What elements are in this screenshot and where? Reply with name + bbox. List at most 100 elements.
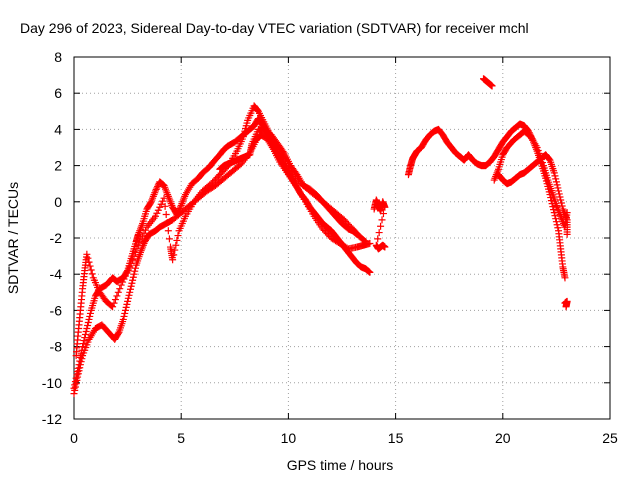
data-point [552,218,560,226]
data-point [172,241,180,249]
data-point [116,285,124,293]
data-point [124,266,132,274]
data-point [124,297,132,305]
data-point [127,259,135,267]
data-point [160,194,168,202]
data-point [119,315,127,323]
data-point [77,358,85,366]
data-point [551,172,559,180]
data-point [73,376,81,384]
data-point [129,273,137,281]
data-point [533,144,541,151]
data-point [377,222,385,230]
data-point [552,178,560,186]
data-point [535,150,543,158]
series-pass-A [70,115,374,392]
data-point [557,199,565,207]
data-point [366,268,374,276]
data-point [114,329,122,337]
data-point [151,212,159,220]
data-point [563,230,571,238]
data-point [126,263,134,271]
data-point [141,226,149,234]
data-point [119,278,127,286]
data-point [534,147,542,155]
data-point [555,187,563,195]
data-point [488,82,496,90]
data-point [126,288,134,296]
data-point [80,337,88,345]
data-point [146,199,154,207]
data-point [140,229,148,237]
data-point [85,315,93,323]
data-point [156,203,164,211]
data-point [381,203,389,211]
data-point [553,181,561,189]
data-point [76,364,84,372]
data-point [550,206,558,214]
grid-lines [74,57,610,419]
series-pass-F [404,120,569,282]
data-point [131,248,139,256]
data-point [79,340,87,348]
data-point [84,321,92,329]
data-point [134,241,142,249]
series-pass-H [495,151,571,238]
y-tick-label: 8 [54,49,62,65]
data-point [74,370,82,378]
data-point [164,227,172,235]
data-point [381,243,389,251]
series-pass-I [480,75,571,311]
data-point [120,275,128,283]
data-point [366,239,374,247]
data-point [111,296,119,304]
data-point [353,230,361,238]
data-point [176,203,184,211]
data-point [159,197,167,205]
x-tick-label: 15 [388,430,404,446]
data-point [125,291,133,299]
data-point [86,312,94,320]
data-point [121,272,129,280]
y-tick-label: 0 [54,194,62,210]
data-point [169,256,177,264]
data-point [279,147,287,155]
data-point [171,246,179,254]
data-point [124,294,132,302]
data-point [74,373,82,381]
data-point [81,331,89,339]
data-point [151,187,159,195]
series-pass-D [216,125,361,238]
data-point [154,182,162,190]
data-point [121,306,129,314]
data-point [123,269,131,277]
data-point [152,185,160,193]
data-point [88,270,96,278]
data-point [130,252,138,260]
data-point [365,268,373,276]
data-point [76,361,84,369]
data-point [130,270,138,278]
data-point [83,325,91,332]
y-axis-label: SDTVAR / TECUs [5,182,21,294]
data-point [170,251,178,259]
data-point [174,232,182,240]
data-point [362,238,370,246]
x-axis-label: GPS time / hours [287,457,394,473]
data-points [70,75,571,398]
data-point [352,230,360,238]
data-point [352,229,360,237]
x-tick-label: 20 [495,430,511,446]
data-point [555,190,563,198]
data-point [165,235,173,243]
data-point [558,202,566,210]
data-point [133,245,141,253]
data-point [129,256,137,264]
data-point [154,206,162,214]
data-point [551,212,559,220]
data-point [552,175,560,183]
data-point [162,210,170,218]
data-point [110,299,118,307]
data-point [123,300,131,308]
